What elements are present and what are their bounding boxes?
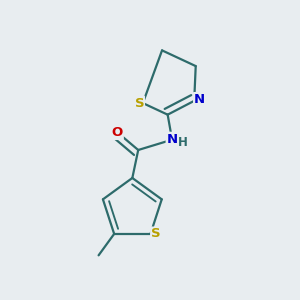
Text: H: H bbox=[178, 136, 188, 149]
Text: N: N bbox=[167, 133, 178, 146]
Text: N: N bbox=[194, 93, 205, 106]
Text: O: O bbox=[112, 126, 123, 139]
Text: S: S bbox=[151, 227, 160, 240]
Text: S: S bbox=[134, 97, 144, 110]
